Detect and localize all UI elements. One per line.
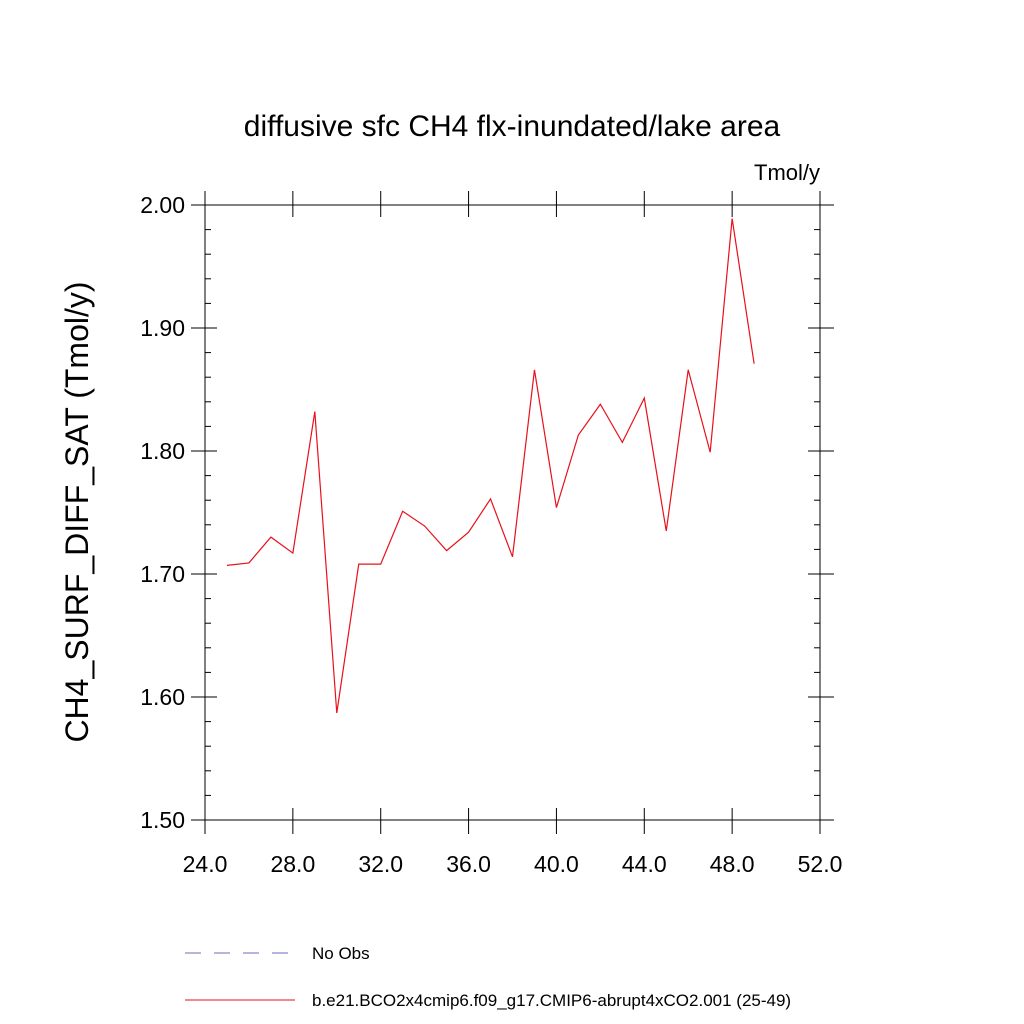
- x-tick-label: 24.0: [183, 851, 228, 877]
- x-tick-label: 28.0: [270, 851, 315, 877]
- x-tick-label: 44.0: [622, 851, 667, 877]
- x-tick-label: 48.0: [710, 851, 755, 877]
- x-tick-label: 40.0: [534, 851, 579, 877]
- chart-title: diffusive sfc CH4 flx-inundated/lake are…: [244, 110, 781, 143]
- legend-label: b.e21.BCO2x4cmip6.f09_g17.CMIP6-abrupt4x…: [312, 991, 791, 1010]
- units-label: Tmol/y: [754, 160, 820, 185]
- y-tick-label: 1.90: [140, 315, 185, 341]
- series-line: [226, 218, 755, 714]
- x-tick-label: 32.0: [358, 851, 403, 877]
- axis-ticks: 1.50 1.60 1.70 1.80 1.90 2.00 24.0 28.0 32.0 36.0…: [140, 191, 842, 877]
- x-tick-label: 52.0: [798, 851, 843, 877]
- series-layer: [226, 218, 755, 714]
- y-tick-label: 1.60: [140, 684, 185, 710]
- x-tick-label: 36.0: [446, 851, 491, 877]
- y-tick-label: 1.80: [140, 438, 185, 464]
- y-tick-label: 1.50: [140, 807, 185, 833]
- plot-frame: [204, 204, 821, 821]
- y-tick-label: 1.70: [140, 561, 185, 587]
- legend-label: No Obs: [312, 944, 370, 963]
- y-tick-label: 2.00: [140, 192, 185, 218]
- legend: No Obs b.e21.BCO2x4cmip6.f09_g17.CMIP6-ab…: [185, 944, 791, 1010]
- y-axis-label: CH4_SURF_DIFF_SAT (Tmol/y): [59, 281, 95, 742]
